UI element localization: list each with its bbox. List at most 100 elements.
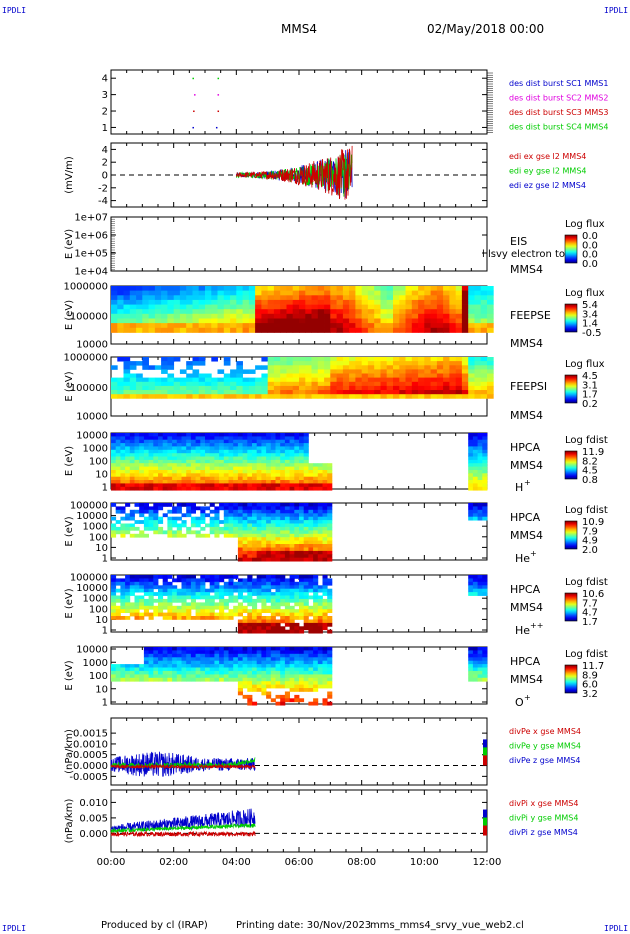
spectrogram-cell <box>267 390 275 395</box>
spectrogram-cell <box>299 318 306 324</box>
spectrogram-cell <box>270 463 276 467</box>
spectrogram-cell <box>317 480 323 484</box>
spectrogram-cell <box>273 318 281 324</box>
spectrogram-cell <box>256 598 262 603</box>
spectrogram-cell <box>139 598 145 603</box>
spectrogram-cell <box>289 667 295 672</box>
spectrogram-cell <box>261 365 269 370</box>
spectrogram-cell <box>115 674 121 679</box>
spectrogram-cell <box>468 390 475 395</box>
spectrogram-cell <box>336 323 344 329</box>
spectrogram-cell <box>219 650 225 655</box>
spectrogram-cell <box>256 480 262 484</box>
side-label-spacecraft: MMS4 <box>510 529 543 542</box>
spectrogram-cell <box>474 373 482 379</box>
spectrogram-cell <box>256 677 262 682</box>
spectrogram-cell <box>482 480 488 484</box>
spectrogram-cell <box>242 290 250 296</box>
spectrogram-cell <box>284 698 290 703</box>
spectrogram-cell <box>349 318 356 324</box>
spectrogram-cell <box>136 381 143 387</box>
spectrogram-cell <box>322 554 328 559</box>
spectrogram-cell <box>115 483 121 488</box>
ytick-label: 1e+07 <box>74 213 108 224</box>
spectrogram-cell <box>242 513 248 518</box>
spectrogram-cell <box>242 523 248 528</box>
spectrogram-cell <box>411 390 419 395</box>
spectrogram-cell <box>190 670 196 675</box>
spectrogram-cell <box>299 385 306 391</box>
ylabel: (mV/m) <box>64 156 75 194</box>
spectrogram-cell <box>214 616 220 620</box>
spectrogram-cell <box>242 295 250 301</box>
spectrogram-cell <box>361 381 369 387</box>
legend-entry: divPi x gse MMS4 <box>509 799 578 808</box>
spectrogram-cell <box>186 612 192 617</box>
spectrogram-cell <box>205 506 211 511</box>
spectrogram-cell <box>158 598 164 603</box>
spectrogram-cell <box>303 470 309 474</box>
spectrogram-cell <box>111 327 118 333</box>
spectrogram-cell <box>209 530 215 535</box>
spectrogram-cell <box>256 595 262 600</box>
spectrogram-cell <box>176 530 182 535</box>
spectrogram-cell <box>313 612 319 617</box>
spectrogram-cell <box>214 581 220 586</box>
spectrogram-cell <box>280 598 286 603</box>
spectrogram-cell <box>280 361 287 366</box>
spectrogram-cell <box>125 592 131 596</box>
colorbar-value: 4.9 <box>582 536 598 547</box>
spectrogram-cell <box>186 660 192 665</box>
spectrogram-cell <box>153 526 159 531</box>
spectrogram-cell <box>242 446 248 451</box>
spectrogram-cell <box>142 365 149 370</box>
spectrogram-cell <box>280 381 287 387</box>
spectrogram-cell <box>299 612 305 617</box>
ytick-label: -4 <box>98 196 108 207</box>
spectrogram-cell <box>209 605 215 610</box>
spectrogram-cell <box>367 286 375 292</box>
spectrogram-cell <box>205 443 211 447</box>
spectrogram-cell <box>148 473 154 478</box>
ytick-label: 10000 <box>76 511 108 522</box>
spectrogram-cell <box>195 480 201 484</box>
spectrogram-cell <box>261 385 269 391</box>
spectrogram-cell <box>153 463 159 467</box>
spectrogram-cell <box>237 530 243 535</box>
spectrogram-cell <box>273 377 281 383</box>
spectrogram-cell <box>380 385 388 391</box>
spectrogram-cell <box>233 470 239 474</box>
spectrogram-cell <box>181 503 187 507</box>
spectrogram-cell <box>134 533 140 538</box>
spectrogram-cell <box>248 304 256 310</box>
spectrogram-cell <box>327 533 333 538</box>
legend-entry: des dist burst SC1 MMS1 <box>509 79 608 88</box>
spectrogram-cell <box>158 650 164 655</box>
spectrogram-cell <box>393 318 400 324</box>
spectrogram-cell <box>190 449 196 454</box>
spectrogram-cell <box>270 622 276 627</box>
spectrogram-cell <box>273 390 281 395</box>
spectrogram-cell <box>242 369 250 374</box>
spectrogram-cell <box>280 664 286 668</box>
ytick-label: 100 <box>89 457 108 468</box>
spectrogram-cell <box>111 677 117 682</box>
spectrogram-cell <box>261 483 267 488</box>
spectrogram-cell <box>148 486 154 491</box>
spectrogram-cell <box>214 650 220 655</box>
spectrogram-cell <box>299 449 305 454</box>
spectrogram-cell <box>322 581 328 586</box>
spectrogram-cell <box>111 453 117 457</box>
spectrogram-cell <box>148 476 154 481</box>
spectrogram-cell <box>134 443 140 447</box>
spectrogram-cell <box>289 612 295 617</box>
spectrogram-cell <box>148 575 154 579</box>
spectrogram-cell <box>270 443 276 447</box>
spectrogram-cell <box>284 509 290 514</box>
spectrogram-cell <box>190 523 196 528</box>
spectrogram-cell <box>480 304 488 310</box>
spectrogram-cell <box>270 473 276 478</box>
spectrogram-cell <box>480 381 488 387</box>
spectrogram-cell <box>179 313 187 319</box>
spectrogram-cell <box>317 622 323 627</box>
